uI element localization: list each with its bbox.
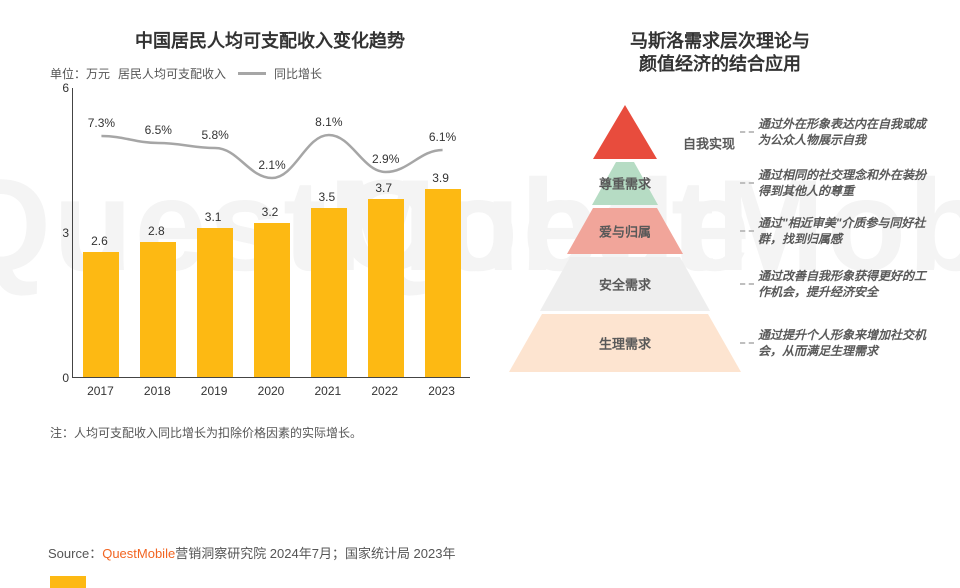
left-title: 中国居民人均可支配收入变化趋势	[50, 30, 490, 53]
bar-value-label: 3.9	[421, 171, 461, 185]
pyramid-connector	[740, 342, 754, 344]
pyramid-level-desc: 通过相同的社交理念和外在装扮得到其他人的尊重	[754, 167, 930, 199]
x-tick: 2017	[72, 384, 128, 398]
pyramid-level-desc: 通过外在形象表达内在自我或成为公众人物展示自我	[754, 116, 930, 148]
pyramid-connector	[740, 131, 754, 133]
legend-swatch-bar	[50, 576, 86, 588]
bar	[254, 223, 290, 378]
right-column: 马斯洛需求层次理论与 颜值经济的结合应用 自我实现通过外在形象表达内在自我或成为…	[510, 30, 930, 568]
bar	[83, 252, 119, 378]
pyramid-row: 爱与归属 通过"相近审美"介质参与同好社群，找到归属感	[510, 208, 930, 254]
line-value-label: 8.1%	[304, 115, 354, 129]
legend-row: 单位：万元 居民人均可支配收入 同比增长	[50, 65, 490, 82]
y-tick: 3	[51, 226, 69, 240]
legend-bar-label: 居民人均可支配收入	[118, 65, 226, 82]
y-tick: 6	[51, 81, 69, 95]
pyramid-row: 生理需求 通过提升个人形象来增加社交机会，从而满足生理需求	[510, 314, 930, 372]
bar	[197, 228, 233, 378]
legend-swatch-line	[238, 72, 266, 75]
bar-value-label: 3.5	[307, 190, 347, 204]
bar	[368, 199, 404, 378]
x-tick: 2019	[186, 384, 242, 398]
main-container: 中国居民人均可支配收入变化趋势 单位：万元 居民人均可支配收入 同比增长 0 3 6…	[0, 0, 960, 588]
pyramid-shape-cell: 自我实现	[510, 105, 740, 159]
legend-line-label: 同比增长	[274, 65, 322, 82]
pyramid-level-label: 安全需求	[599, 274, 651, 293]
pyramid-level-desc: 通过改善自我形象获得更好的工作机会，提升经济安全	[754, 268, 930, 300]
bar	[311, 208, 347, 377]
x-tick: 2022	[357, 384, 413, 398]
bar-value-label: 2.8	[136, 224, 176, 238]
pyramid-connector	[740, 230, 754, 232]
line-value-label: 6.5%	[133, 123, 183, 137]
x-tick: 2023	[414, 384, 470, 398]
line-value-label: 2.1%	[247, 158, 297, 172]
pyramid-level-label: 爱与归属	[599, 221, 651, 240]
pyramid-shape-cell: 生理需求	[510, 314, 740, 372]
x-tick: 2021	[300, 384, 356, 398]
pyramid-level-label: 自我实现	[683, 133, 735, 152]
pyramid-row: 安全需求 通过改善自我形象获得更好的工作机会，提升经济安全	[510, 257, 930, 311]
line-value-label: 2.9%	[361, 152, 411, 166]
pyramid-level-label: 尊重需求	[599, 174, 651, 193]
right-title-line1: 马斯洛需求层次理论与	[630, 31, 810, 51]
pyramid-level: 安全需求	[540, 257, 710, 311]
pyramid-level-desc: 通过"相近审美"介质参与同好社群，找到归属感	[754, 215, 930, 247]
bar-value-label: 2.6	[79, 234, 119, 248]
pyramid-level-desc: 通过提升个人形象来增加社交机会，从而满足生理需求	[754, 327, 930, 359]
bar	[140, 242, 176, 377]
pyramid-level: 尊重需求	[592, 162, 658, 205]
pyramid-level: 爱与归属	[567, 208, 683, 254]
pyramid-level-label: 生理需求	[599, 333, 651, 352]
pyramid: 自我实现通过外在形象表达内在自我或成为公众人物展示自我尊重需求通过相同的社交理念…	[510, 89, 930, 439]
pyramid-shape-cell: 安全需求	[510, 257, 740, 311]
bar	[425, 189, 461, 378]
x-tick: 2020	[243, 384, 299, 398]
pyramid-level: 自我实现	[593, 105, 657, 159]
pyramid-shape-cell: 爱与归属	[510, 208, 740, 254]
pyramid-level: 生理需求	[509, 314, 741, 372]
chart-note: 注：人均可支配收入同比增长为扣除价格因素的实际增长。	[50, 424, 490, 441]
pyramid-connector	[740, 182, 754, 184]
bar-line-chart: 0362.62.83.13.23.53.73.97.3%6.5%5.8%2.1%…	[50, 88, 470, 408]
line-value-label: 5.8%	[190, 128, 240, 142]
right-title: 马斯洛需求层次理论与 颜值经济的结合应用	[510, 30, 930, 77]
bar-value-label: 3.1	[193, 210, 233, 224]
line-value-label: 7.3%	[76, 116, 126, 130]
right-title-line2: 颜值经济的结合应用	[639, 54, 801, 74]
pyramid-connector	[740, 283, 754, 285]
plot-area: 0362.62.83.13.23.53.73.97.3%6.5%5.8%2.1%…	[72, 88, 470, 378]
pyramid-row: 尊重需求 通过相同的社交理念和外在装扮得到其他人的尊重	[510, 162, 930, 205]
pyramid-row: 自我实现通过外在形象表达内在自我或成为公众人物展示自我	[510, 105, 930, 159]
unit-label: 单位：万元	[50, 65, 110, 82]
line-value-label: 6.1%	[418, 130, 468, 144]
y-tick: 0	[51, 371, 69, 385]
bar-value-label: 3.7	[364, 181, 404, 195]
x-tick: 2018	[129, 384, 185, 398]
bar-value-label: 3.2	[250, 205, 290, 219]
pyramid-shape-cell: 尊重需求	[510, 162, 740, 205]
left-column: 中国居民人均可支配收入变化趋势 单位：万元 居民人均可支配收入 同比增长 0 3 6…	[50, 30, 490, 568]
